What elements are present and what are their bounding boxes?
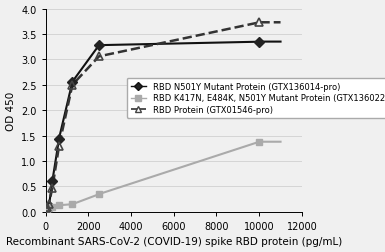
Legend: RBD N501Y Mutant Protein (GTX136014-pro), RBD K417N, E484K, N501Y Mutant Protein: RBD N501Y Mutant Protein (GTX136014-pro)… bbox=[127, 78, 385, 119]
X-axis label: Recombinant SARS-CoV-2 (COVID-19) spike RBD protein (pg/mL): Recombinant SARS-CoV-2 (COVID-19) spike … bbox=[6, 237, 342, 246]
Y-axis label: OD 450: OD 450 bbox=[5, 91, 15, 130]
